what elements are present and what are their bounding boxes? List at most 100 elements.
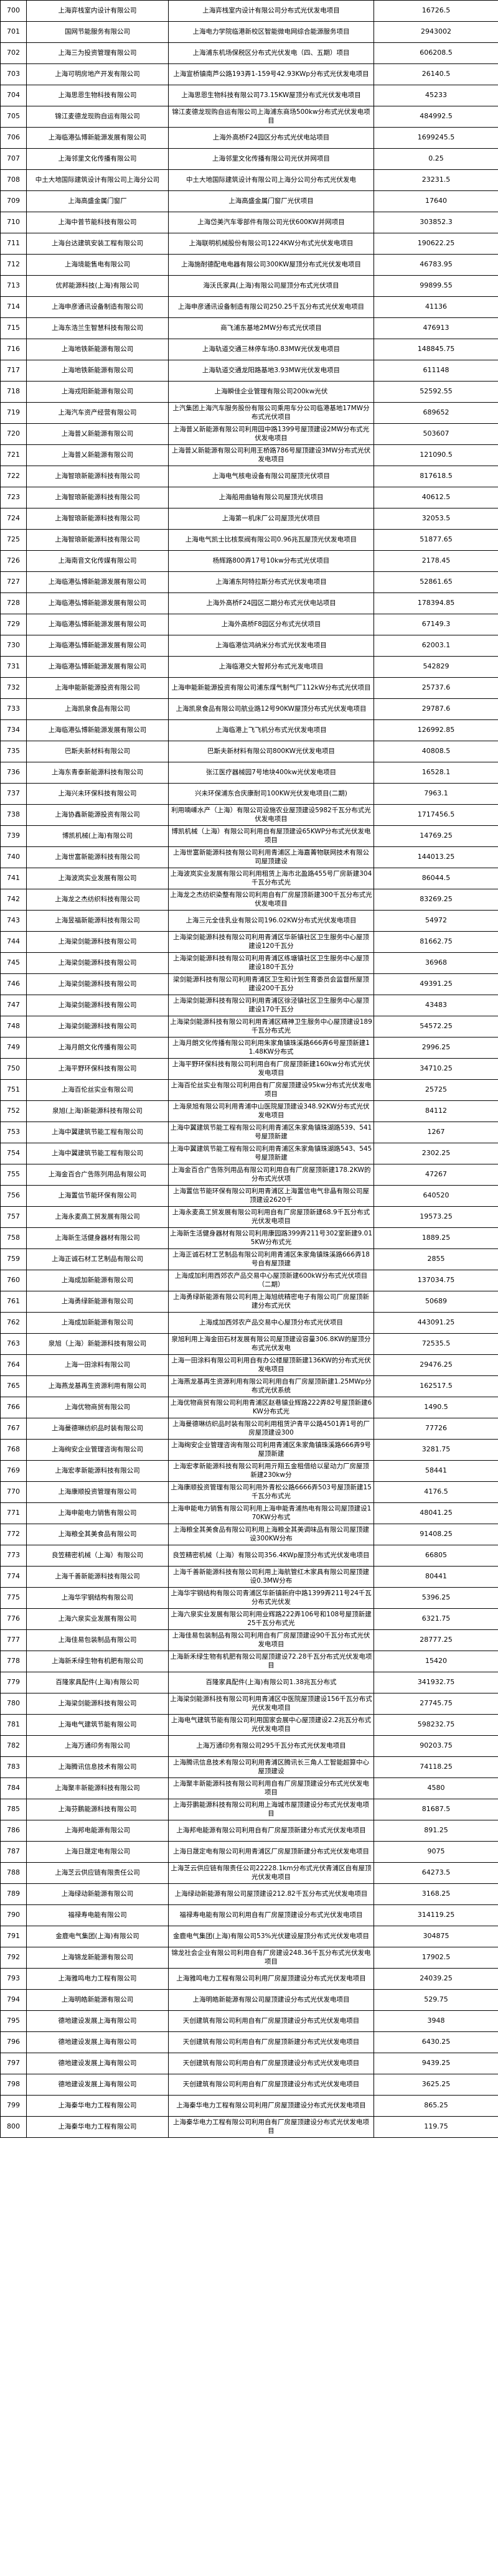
table-row[interactable]: 701 国网节能服务有限公司 上海电力学院临港新校区智能微电网综合能源服务项目 294… xyxy=(0,21,498,43)
table-row[interactable]: 726 上海南音文化传媒有限公司 杨辉路800弄17号10kw分布式光伏项目 2178… xyxy=(0,550,498,572)
table-row[interactable]: 716 上海地铁新能源有限公司 上海轨道交通三林停车场0.83MW光伏发电项目 148… xyxy=(0,339,498,360)
table-row[interactable]: 796 德地建设发展上海有限公司 天创建筑有限公司利用自有厂房屋顶新建分布式光伏发电… xyxy=(0,2031,498,2053)
table-row[interactable]: 709 上海高盛金属门窗厂 上海高盛金属门窗厂光伏项目 17640 xyxy=(0,190,498,212)
table-row[interactable]: 756 上海置信节能环保有限公司 上海置信节能环保有限公司利用青浦区上海置信电气非晶… xyxy=(0,1185,498,1207)
table-row[interactable]: 760 上海成加新能源有限公司 上海成加利用西郊农产品交易中心屋顶新建600kW分布… xyxy=(0,1270,498,1291)
table-row[interactable]: 747 上海梁剑能源科技有限公司 上海梁剑能源科技有限公司利用青浦区徐泾镇社区卫生服… xyxy=(0,995,498,1016)
table-row[interactable]: 762 上海成加新能源有限公司 上海成加西郊农产品交易中心屋顶分布式光伏项目 4430… xyxy=(0,1312,498,1334)
table-row[interactable]: 790 福禄寿电能有限公司 福禄寿电能有限公司利用自有厂房屋顶建设分布式光伏发电项目… xyxy=(0,1904,498,1926)
table-row[interactable]: 700 上海弈栈室内设计有限公司 上海弈栈室内设计有限公司分布式光伏发电项目 1672… xyxy=(0,0,498,22)
table-row[interactable]: 736 上海东青泰新能源科技有限公司 张江医疗器械园7号地块400kw光伏发电项目 1… xyxy=(0,762,498,784)
table-row[interactable]: 770 上海康顺投资管理有限公司 上海康顺投资管理有限公司利用外青松公路6666弄5… xyxy=(0,1481,498,1503)
table-row[interactable]: 785 上海芬鹏能源科技有限公司 上海芬鹏能源科技有限公司利用上海城市屋顶建设分布式… xyxy=(0,1799,498,1820)
table-row[interactable]: 769 上海宏孝新能源科技有限公司 上海宏孝新能源科技有限公司利用亓翔五金租借给以星… xyxy=(0,1460,498,1482)
table-row[interactable]: 745 上海梁剑能源科技有限公司 上海梁剑能源科技有限公司利用青浦区练塘镇社区卫生服… xyxy=(0,952,498,974)
table-row[interactable]: 748 上海梁剑能源科技有限公司 上海梁剑能源科技有限公司利用青浦区精神卫生服务中心… xyxy=(0,1016,498,1037)
table-row[interactable]: 766 上海优物商贸有限公司 上海优物商贸有限公司利用青浦区赵巷镇业辉路222弄82… xyxy=(0,1397,498,1418)
table-row[interactable]: 753 上海中翼建筑节能工程有限公司 上海中翼建筑节能工程有限公司利用青浦区朱家角镇… xyxy=(0,1122,498,1143)
table-row[interactable]: 792 上海锦龙新能源有限公司 锦龙社会企业有限公司利用自有厂房建设248.36千瓦… xyxy=(0,1947,498,1969)
table-row[interactable]: 742 上海龙之杰纺织科技有限公司 上海龙之杰纺织染整有限公司利用自有厂房屋顶新建3… xyxy=(0,889,498,911)
table-row[interactable]: 732 上海申能新能源投资有限公司 上海申能新能源投资有限公司浦东煤气制气厂112k… xyxy=(0,677,498,699)
table-row[interactable]: 780 上海梁剑能源科技有限公司 上海梁剑能源科技有限公司利用青浦区中医院屋顶建设1… xyxy=(0,1693,498,1715)
table-row[interactable]: 734 上海临港弘博新能源发展有限公司 上海临港上飞飞机分布式光伏发电项目 12699… xyxy=(0,719,498,741)
table-row[interactable]: 729 上海临港弘博新能源发展有限公司 上海外高桥F8园区分布式光伏项目 67149.… xyxy=(0,614,498,635)
table-row[interactable]: 743 上海昱福新能源科技有限公司 上海三元全佳乳业有限公司196.02KW分布式光… xyxy=(0,910,498,932)
table-row[interactable]: 791 金鹿电气集团(上海)有限公司 金鹿电气集团(上海)有限公司53%光伏建设屋顶… xyxy=(0,1926,498,1947)
table-row[interactable]: 719 上海汽车资产经营有限公司 上汽集团上海汽车服务股份有限公司乘用车分公司临港基… xyxy=(0,402,498,424)
table-row[interactable]: 759 上海正诚石材工艺制品有限公司 上海正诚石材工艺制品有限公司利用青浦区朱家角镇… xyxy=(0,1248,498,1270)
table-row[interactable]: 773 良笠精密机械（上海）有限公司 良笠精密机械（上海）有限公司356.4KWp屋… xyxy=(0,1545,498,1567)
table-row[interactable]: 720 上海普乂新能源有限公司 上海普乂新能源有限公司利用园中路1399号屋顶建设2… xyxy=(0,423,498,445)
table-row[interactable]: 782 上海万通印务有限公司 上海万通印务有限公司295千瓦分布式光伏发电项目 902… xyxy=(0,1735,498,1757)
table-row[interactable]: 754 上海中翼建筑节能工程有限公司 上海中翼建筑节能工程有限公司利用青浦区朱家角镇… xyxy=(0,1143,498,1164)
table-row[interactable]: 757 上海永麦高工贸发展有限公司 上海永麦高工贸发展有限公司利用自有厂房屋顶新建6… xyxy=(0,1206,498,1228)
table-row[interactable]: 728 上海临港弘博新能源发展有限公司 上海外高桥F24园区二期分布式光伏电站项目 1… xyxy=(0,592,498,614)
table-row[interactable]: 721 上海普乂新能源有限公司 上海普乂新能源有限公司利用王桥路786号屋顶建设3M… xyxy=(0,444,498,466)
table-row[interactable]: 730 上海临港弘博新能源发展有限公司 上海临港信鸿纳米分布式光伏发电项目 62003… xyxy=(0,635,498,657)
table-row[interactable]: 784 上海聚丰新能源科技有限公司 上海聚丰新能源科技有限公司利用自有厂房屋顶建设分… xyxy=(0,1777,498,1799)
table-row[interactable]: 706 上海临港弘博新能源发展有限公司 上海外高桥F24园区分布式光伏电站项目 169… xyxy=(0,127,498,149)
table-row[interactable]: 703 上海可明房地产开发有限公司 上海宣桥镇南芦公路193弄1-159号42.93… xyxy=(0,63,498,85)
table-row[interactable]: 714 上海申彦通讯设备制造有限公司 上海申彦通讯设备制造有限公司250.25千瓦分… xyxy=(0,296,498,318)
table-row[interactable]: 746 上海梁剑能源科技有限公司 梁剑能源科技有限公司利用青浦区卫生和计划生育委员会… xyxy=(0,973,498,995)
table-row[interactable]: 710 上海中普节能科技有限公司 上海岱美汽车零部件有限公司光伏600KW并网项目 3… xyxy=(0,212,498,233)
table-row[interactable]: 727 上海临港弘博新能源发展有限公司 上海浦东阿特拉斯分布式光伏发电项目 52861… xyxy=(0,571,498,593)
table-row[interactable]: 768 上海绚安企业管理咨询有限公司 上海绚安企业管理咨询有限公司利用青浦区朱家角镇… xyxy=(0,1439,498,1461)
table-row[interactable]: 787 上海日晟定电有限公司 上海日晟定电有限公司利用青浦区厂房屋顶新建分布式光伏发… xyxy=(0,1841,498,1863)
table-row[interactable]: 789 上海绿动新能源有限公司 上海绿动新能源有限公司屋顶建设212.82千瓦分布式… xyxy=(0,1883,498,1905)
table-row[interactable]: 724 上海智琅新能源科技有限公司 上海第一机床厂公司屋顶光伏项目 32053.5 xyxy=(0,508,498,530)
table-row[interactable]: 761 上海勇绿新能源有限公司 上海勇绿新能源有限公司利用上海旭统精密电子有限公司厂… xyxy=(0,1291,498,1313)
table-row[interactable]: 775 上海华宇钢结构有限公司 上海华宇钢结构有限公司青浦区华新镇新府中路1399弄… xyxy=(0,1587,498,1609)
table-row[interactable]: 763 泉旭（上海）新能源科技有限公司 泉旭利用上海金田石材发展有限公司屋顶建设容量… xyxy=(0,1333,498,1355)
table-row[interactable]: 717 上海地铁新能源有限公司 上海轨道交通龙阳路基地3.93MW光伏发电项目 611… xyxy=(0,360,498,382)
table-row[interactable]: 794 上海明皓新能源有限公司 上海明皓新能源有限公司屋顶建设分布式光伏发电项目 52… xyxy=(0,1989,498,2011)
table-row[interactable]: 758 上海新生活健身器材有限公司 上海新生活健身器材有限公司利用康园路399弄21… xyxy=(0,1227,498,1249)
table-row[interactable]: 800 上海秦华电力工程有限公司 上海秦华电力工程有限公司利用自有厂房屋顶建设分布式… xyxy=(0,2116,498,2138)
table-row[interactable]: 751 上海百伦丝实业有限公司 上海百伦丝实业有限公司利用自有厂房屋顶建设95kw分… xyxy=(0,1079,498,1101)
table-row[interactable]: 771 上海申能电力销售有限公司 上海申能电力销售有限公司利用上海申能青浦热电有限公… xyxy=(0,1502,498,1524)
table-row[interactable]: 795 德地建设发展上海有限公司 天创建筑有限公司利用自有厂房屋顶建设分布式光伏发电… xyxy=(0,2010,498,2032)
table-row[interactable]: 765 上海燕龙基再生资源利用有限公司 上海燕龙基再生资源利用有限公司利用自有厂房屋… xyxy=(0,1375,498,1397)
table-row[interactable]: 702 上海三为投资管理有限公司 上海浦东机场保税区分布式光伏发电（四、五期）项目 6… xyxy=(0,42,498,64)
table-row[interactable]: 799 上海秦华电力工程有限公司 上海秦华电力工程有限公司利用厂房屋顶建设分布式光伏… xyxy=(0,2095,498,2117)
table-row[interactable]: 755 上海金百合广告陈列用品有限公司 上海金百合广告陈列用品有限公司利用自有厂房屋… xyxy=(0,1164,498,1186)
table-row[interactable]: 718 上海戎阳新能源有限公司 上海瞬佳企业管理有限公司200kw光伏 52592.5… xyxy=(0,381,498,403)
table-row[interactable]: 764 上海一田涂料有限公司 上海一田涂料有限公司利用自有办公楼屋顶新建136KW的… xyxy=(0,1354,498,1376)
table-row[interactable]: 778 上海新禾绿生物有机肥有限公司 上海新禾绿生物有机肥有限公司屋顶建设72.28… xyxy=(0,1651,498,1672)
table-row[interactable]: 731 上海临港弘博新能源发展有限公司 上海临港交大智邦分布式光发电项目 542829 xyxy=(0,656,498,678)
table-row[interactable]: 735 巴斯夫新材料有限公司 巴斯夫新材料有限公司800KW光伏发电项目 40808.… xyxy=(0,741,498,762)
table-row[interactable]: 740 上海世富新能源科技有限公司 上海世富新能源科技有限公司利用青浦区上海嘉菁物联… xyxy=(0,846,498,868)
table-row[interactable]: 723 上海智琅新能源科技有限公司 上海船用曲轴有限公司屋顶光伏项目 40612.5 xyxy=(0,487,498,508)
table-row[interactable]: 774 上海千善新能源科技有限公司 上海千善新能源科技有限公司利用上海航管红木家具有… xyxy=(0,1566,498,1588)
table-row[interactable]: 781 上海电气建筑节能有限公司 上海电气建筑节能有限公司利用国家会展中心屋顶建设2… xyxy=(0,1714,498,1736)
table-row[interactable]: 783 上海腾讯信息技术有限公司 上海腾讯信息技术有限公司利用青浦区腾讯长三角人工智… xyxy=(0,1756,498,1778)
table-row[interactable]: 776 上海六泉实业发展有限公司 上海六泉实业发展有限公司利用业辉路222弄106号… xyxy=(0,1608,498,1630)
table-row[interactable]: 707 上海邻里文化传播有限公司 上海邻里文化传播有限公司光伏并网项目 0.25 xyxy=(0,148,498,170)
table-row[interactable]: 704 上海思恩生物科技有限公司 上海思恩生物科技有限公司73.15KW屋顶分布式光… xyxy=(0,85,498,106)
table-row[interactable]: 749 上海月朗文化传播有限公司 上海月朗文化传播有限公司利用朱家角镇珠溪路666弄… xyxy=(0,1037,498,1059)
table-row[interactable]: 725 上海智琅新能源科技有限公司 上海电气凯士比核泵阀有限公司0.96兆瓦屋顶光伏… xyxy=(0,529,498,551)
table-row[interactable]: 739 博凯机械(上海)有限公司 博凯机械（上海）有限公司利用自有屋顶建设65KWP… xyxy=(0,825,498,847)
table-row[interactable]: 712 上海境能售电有限公司 上海施耐德配电电器有限公司300KW屋顶分布式光伏发电… xyxy=(0,254,498,276)
table-row[interactable]: 793 上海雅鸣电力工程有限公司 上海雅鸣电力工程有限公司利用厂房屋顶建设分布式光伏… xyxy=(0,1968,498,1990)
table-row[interactable]: 779 百隆家具配件(上海)有限公司 百隆家具配件(上海)有限公司1.38兆瓦分布式… xyxy=(0,1672,498,1693)
table-row[interactable]: 738 上海协鑫新能源投资有限公司 利用喃嵊水产（上海）有限公司设施农业屋顶建设59… xyxy=(0,804,498,826)
table-row[interactable]: 772 上海粮全其美食品有限公司 上海粮全其美食品有限公司利用上海粮全其美调味品有限… xyxy=(0,1524,498,1545)
table-row[interactable]: 713 优邦能源科技(上海)有限公司 海沃氏家具(上海)有限公司屋顶分布式光伏项目 9… xyxy=(0,275,498,297)
table-row[interactable]: 737 上海兴未环保科技有限公司 兴未环保浦东合庆康耐司100KW光伏发电项目(二期… xyxy=(0,783,498,805)
table-row[interactable]: 744 上海梁剑能源科技有限公司 上海梁剑能源科技有限公司利用青浦区华新镇社区卫生服… xyxy=(0,931,498,953)
table-row[interactable]: 711 上海台达建筑安装工程有限公司 上海联明机械股份有限公司1224KW分布式光伏… xyxy=(0,233,498,255)
table-row[interactable]: 715 上海东浩兰生智慧科技有限公司 商飞浦东基地2MW分布式光伏项目 476913 xyxy=(0,317,498,339)
table-row[interactable]: 798 德地建设发展上海有限公司 天创建筑有限公司利用自有厂房屋顶建设分布式光伏发电… xyxy=(0,2074,498,2096)
table-row[interactable]: 705 锦江麦德龙现购自运有限公司 锦江麦德龙现购自运有限公司上海浦东商场500kw… xyxy=(0,106,498,128)
table-row[interactable]: 752 泉旭(上海)新能源科技有限公司 上海泉旭有限公司利用青浦中山医院屋顶建设34… xyxy=(0,1100,498,1122)
table-row[interactable]: 797 德地建设发展上海有限公司 天创建筑有限公司利用自有厂房屋顶建设分布式光伏发电… xyxy=(0,2053,498,2074)
table-row[interactable]: 708 中土大地国际建筑设计有限公司上海分公司 中土大地国际建筑设计有限公司上海分公… xyxy=(0,169,498,191)
table-row[interactable]: 788 上海芝云供应链有限责任公司 上海芝云供应链有限责任公司22228.1km分布… xyxy=(0,1862,498,1884)
table-row[interactable]: 777 上海佳易包装制品有限公司 上海佳易包装制品有限公司利用自有厂房屋顶建设90千… xyxy=(0,1629,498,1651)
table-row[interactable]: 733 上海凯泉食品有限公司 上海凯泉食品有限公司航业路12号90KW屋顶分布式光伏… xyxy=(0,698,498,720)
table-row[interactable]: 767 上海曼德琳纺织品时装有限公司 上海曼德琳纺织品时装有限公司利用租赁沪青平公路… xyxy=(0,1418,498,1440)
table-row[interactable]: 722 上海智琅新能源科技有限公司 上海电气核电设备有限公司屋顶光伏项目 817618… xyxy=(0,466,498,487)
table-row[interactable]: 750 上海平野环保科技有限公司 上海平野环保科技有限公司利用自有厂房屋顶新建160… xyxy=(0,1058,498,1080)
table-row[interactable]: 786 上海邦电能源有限公司 上海邦电能源有限公司利用自有厂房屋顶新建分布式光伏发电… xyxy=(0,1820,498,1842)
